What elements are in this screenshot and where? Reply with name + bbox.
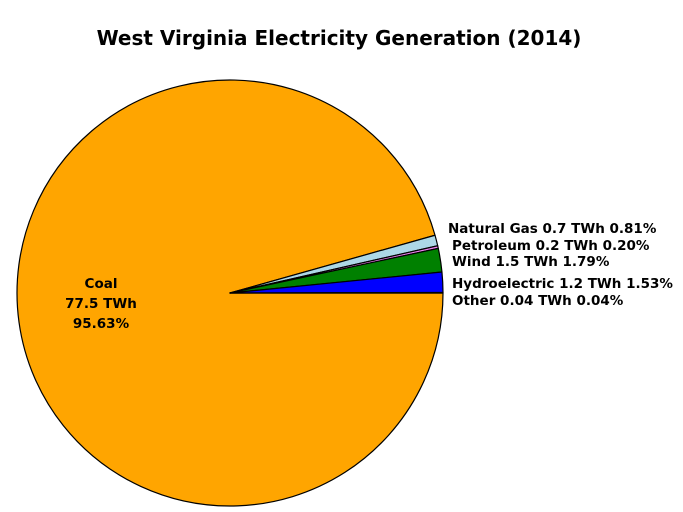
chart-title: West Virginia Electricity Generation (20… bbox=[96, 26, 582, 50]
pie-slice-other bbox=[229, 291, 444, 294]
petroleum-slice-label: Petroleum 0.2 TWh 0.20% bbox=[452, 238, 650, 254]
other-slice-label: Other 0.04 TWh 0.04% bbox=[452, 293, 624, 309]
coal-slice-label-name: Coal bbox=[84, 276, 118, 292]
natural-gas-slice-label: Natural Gas 0.7 TWh 0.81% bbox=[448, 221, 657, 237]
coal-slice-label: Coal 77.5 TWh 95.63% bbox=[21, 274, 181, 334]
coal-slice-label-value: 77.5 TWh bbox=[65, 296, 137, 312]
pie-slice-coal bbox=[16, 79, 444, 507]
coal-slice-label-percent: 95.63% bbox=[72, 316, 130, 332]
hydroelectric-slice-label: Hydroelectric 1.2 TWh 1.53% bbox=[452, 276, 673, 292]
wind-slice-label: Wind 1.5 TWh 1.79% bbox=[452, 254, 610, 270]
